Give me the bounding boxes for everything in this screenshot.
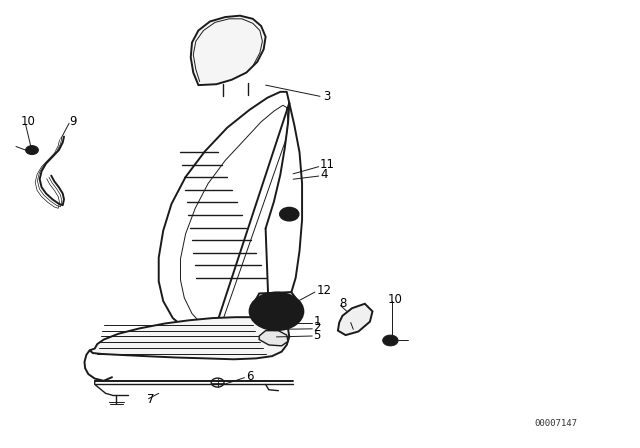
Circle shape bbox=[280, 207, 299, 221]
Text: 3: 3 bbox=[323, 90, 331, 103]
Polygon shape bbox=[256, 292, 296, 320]
Circle shape bbox=[26, 146, 38, 155]
Text: 10: 10 bbox=[387, 293, 402, 306]
Polygon shape bbox=[191, 16, 266, 85]
Text: 5: 5 bbox=[314, 328, 321, 342]
Polygon shape bbox=[338, 304, 372, 335]
Text: 12: 12 bbox=[317, 284, 332, 297]
Text: 2: 2 bbox=[314, 321, 321, 335]
Text: 1: 1 bbox=[314, 315, 321, 328]
Circle shape bbox=[250, 293, 303, 330]
Text: 9: 9 bbox=[69, 115, 77, 129]
Polygon shape bbox=[90, 317, 289, 359]
Text: 8: 8 bbox=[339, 297, 347, 310]
Text: 6: 6 bbox=[246, 370, 254, 383]
Text: 00007147: 00007147 bbox=[534, 419, 577, 428]
Text: 7: 7 bbox=[147, 393, 155, 406]
Text: 4: 4 bbox=[320, 168, 328, 181]
Text: 11: 11 bbox=[320, 158, 335, 172]
Polygon shape bbox=[259, 331, 288, 346]
Circle shape bbox=[383, 335, 398, 346]
Text: 10: 10 bbox=[20, 115, 35, 129]
